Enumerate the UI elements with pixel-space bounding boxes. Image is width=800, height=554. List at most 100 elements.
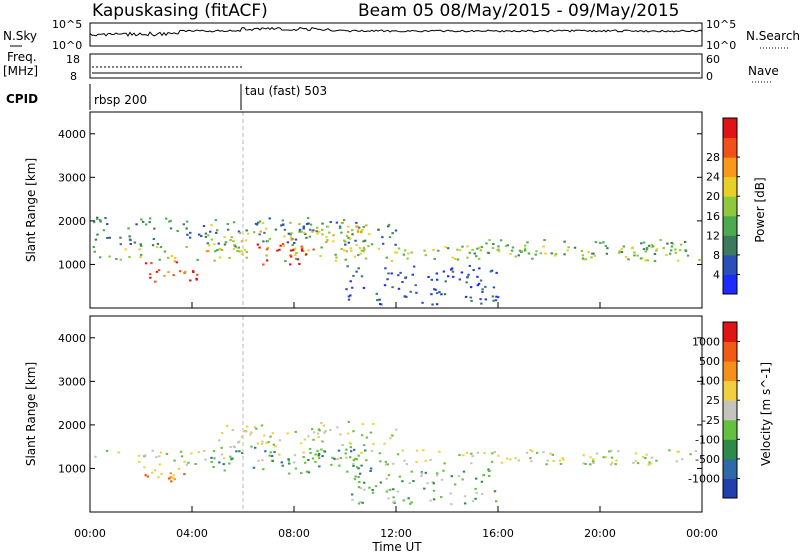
power-cell [351,286,354,289]
velocity-colorbar-segment [723,380,737,401]
velocity-cell [655,459,658,462]
power-cell [636,254,639,257]
velocity-cell [592,458,595,461]
velocity-cell [604,456,607,459]
power-cell [447,247,450,250]
velocity-cell [595,452,599,455]
power-cell [593,254,596,257]
power-cell [443,293,447,296]
nsky-trace-line [89,26,703,37]
power-cell [468,251,471,254]
power-cell [338,227,342,230]
power-cell [157,269,161,272]
power-cell [377,228,380,231]
power-cell [424,254,427,257]
velocity-cell [562,458,565,461]
power-colorbar-tick-label: 8 [713,249,720,262]
velocity-cell [490,460,494,463]
power-cell [124,248,127,251]
power-colorbar-tick-label: 12 [706,229,720,242]
power-cell [148,273,152,276]
velocity-cell [159,451,163,454]
velocity-cell [389,437,392,440]
power-cell [444,280,447,283]
velocity-cell [476,451,480,454]
power-cell [220,248,224,251]
velocity-cell [383,442,386,445]
velocity-cell [272,443,276,446]
velocity-cell [307,459,310,462]
velocity-cell [287,459,291,462]
power-cell [340,248,343,251]
power-cell [401,281,404,284]
power-cell [360,231,363,234]
velocity-colorbar-tick-label: 25 [706,394,720,407]
velocity-cell [264,450,267,453]
power-colorbar-segment [723,196,737,217]
freq-unit-label: [MHz] [3,64,38,78]
velocity-cell [589,456,592,459]
power-cell [511,246,515,249]
velocity-cell [546,459,549,462]
velocity-colorbar-frame [722,321,738,499]
velocity-colorbar-segment [723,341,737,362]
velocity-cell [632,461,635,464]
velocity-cell [426,482,429,485]
power-cell [403,249,407,252]
velocity-cell [694,450,698,453]
velocity-cell [386,489,389,492]
power-cell [226,223,230,226]
velocity-cell [396,453,400,456]
velocity-cell [260,424,264,427]
power-cell [378,298,381,301]
velocity-cell [481,493,484,496]
power-cell [155,270,159,273]
velocity-colorbar-segment [723,419,737,440]
velocity-cell [463,495,467,498]
velocity-y-axis: 1000 2000 3000 4000 [58,332,702,475]
velocity-cell [137,454,141,457]
power-cell [387,223,391,226]
power-cell [370,243,374,246]
velocity-cell [252,466,256,469]
velocity-cell [415,461,418,464]
velocity-cell [610,456,614,459]
velocity-cell [169,476,172,479]
power-cell [236,250,239,253]
velocity-cell [336,458,339,461]
power-cell [584,258,588,261]
power-cell [365,224,368,227]
power-cell [476,247,479,250]
power-cell [205,250,209,253]
velocity-cell [222,463,225,466]
power-cell [479,279,483,282]
velocity-cell [505,457,509,460]
power-cell [427,275,430,278]
power-cell [650,243,654,246]
velocity-cell [314,453,317,456]
power-cell [553,254,557,257]
velocity-cell [357,502,361,505]
velocity-cell [318,429,321,432]
velocity-cell [345,456,348,459]
power-cell [442,270,446,273]
power-cell [265,254,268,257]
velocity-cell [157,476,160,479]
velocity-cell [352,464,355,467]
power-cell [295,257,298,260]
velocity-cell [609,463,613,466]
power-cell [256,243,260,246]
velocity-cell [423,487,426,490]
power-cell [360,249,363,252]
power-cell [387,225,390,228]
velocity-cell [542,451,545,454]
power-cell [240,253,244,256]
power-cell [106,223,109,226]
power-cell [363,239,367,242]
power-cell [655,248,659,251]
power-cell [487,252,490,255]
velocity-cell [245,425,249,428]
power-cell [290,238,293,241]
power-cell [154,280,157,283]
velocity-cell [354,475,357,478]
